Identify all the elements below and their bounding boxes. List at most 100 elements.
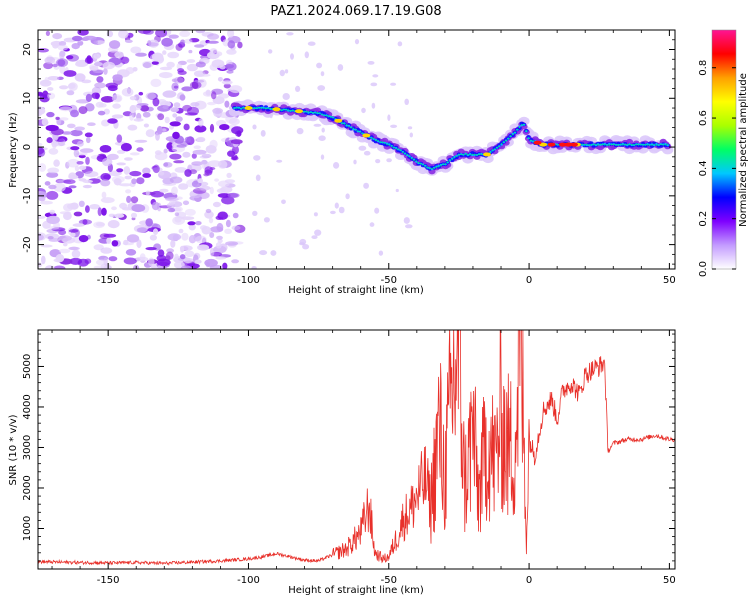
noise-blob: [116, 149, 126, 154]
ridge-blob: [325, 115, 328, 117]
noise-blob: [70, 129, 83, 137]
noise-blob: [304, 51, 309, 59]
noise-blob: [120, 56, 130, 64]
ridge-blob: [450, 157, 454, 160]
ridge-blob: [469, 154, 471, 156]
ridge-blob: [451, 158, 453, 161]
ridge-blob: [511, 132, 515, 135]
ridge-blob: [606, 144, 608, 146]
noise-blob: [201, 226, 212, 235]
noise-blob: [38, 106, 46, 115]
noise-blob: [296, 127, 304, 135]
y-tick-label: 0: [22, 144, 33, 150]
noise-blob: [84, 56, 94, 64]
noise-blob: [38, 234, 44, 241]
ridge-blob: [348, 125, 350, 127]
noise-blob: [126, 234, 140, 243]
noise-blob: [41, 118, 49, 126]
noise-blob: [191, 153, 197, 159]
noise-blob: [395, 188, 399, 193]
ridge-blob: [655, 143, 658, 145]
ridge-blob: [350, 127, 352, 129]
noise-blob: [174, 212, 180, 217]
ridge-blob: [619, 143, 622, 145]
spectrogram-noise-blobs: [38, 30, 413, 269]
ridge-blob: [352, 128, 355, 131]
noise-blob: [367, 61, 375, 65]
noise-blob: [74, 165, 80, 172]
noise-blob: [38, 163, 47, 172]
noise-blob: [38, 196, 46, 202]
noise-blob: [189, 81, 202, 89]
noise-blob: [59, 106, 73, 112]
noise-blob: [76, 161, 84, 165]
noise-blob: [95, 101, 104, 108]
ridge-blob: [381, 141, 384, 143]
noise-blob: [78, 106, 88, 115]
ridge-blob: [289, 110, 292, 112]
x-tick-label: -100: [237, 275, 260, 286]
noise-blob: [67, 123, 76, 129]
snr-y-ticks: 1000 2000 3000 4000 5000: [22, 333, 675, 562]
x-tick-label: -100: [237, 575, 260, 586]
ridge-blob: [655, 144, 658, 146]
noise-blob: [107, 118, 118, 124]
ridge-blob: [491, 149, 494, 151]
ridge-blob: [341, 122, 343, 124]
noise-blob: [85, 93, 92, 102]
ridge-peak-max: [558, 142, 567, 147]
noise-blob: [225, 241, 239, 246]
noise-blob: [137, 30, 152, 34]
x-tick-label: -50: [381, 275, 397, 286]
noise-blob: [108, 256, 118, 262]
noise-blob: [225, 219, 231, 228]
noise-blob: [89, 204, 100, 210]
noise-blob: [95, 259, 108, 266]
ridge-blob: [359, 131, 361, 133]
noise-blob: [209, 232, 215, 238]
noise-blob: [118, 30, 129, 39]
ridge-blob: [402, 151, 404, 153]
noise-blob: [67, 158, 80, 168]
ridge-blob: [471, 153, 474, 155]
ridge-blob: [375, 139, 377, 142]
noise-blob: [150, 78, 162, 88]
noise-blob: [180, 265, 192, 269]
ridge-blob: [458, 153, 460, 155]
ridge-blob: [399, 149, 402, 151]
noise-blob: [72, 223, 85, 227]
ridge-blob: [388, 143, 391, 146]
noise-blob: [338, 206, 345, 214]
noise-blob: [372, 74, 379, 78]
noise-blob: [70, 109, 79, 118]
ridge-blob: [596, 143, 600, 146]
ridge-blob: [406, 154, 408, 156]
ridge-blob: [586, 143, 588, 145]
ridge-blob: [442, 163, 444, 165]
noise-blob: [188, 49, 193, 54]
noise-blob: [318, 135, 326, 141]
noise-blob: [130, 196, 139, 204]
noise-blob: [93, 244, 104, 251]
noise-blob: [75, 99, 90, 104]
noise-blob: [100, 197, 115, 204]
noise-blob: [311, 235, 318, 240]
ridge-blob: [303, 111, 305, 113]
noise-blob: [145, 247, 157, 251]
noise-blob: [78, 235, 89, 243]
noise-blob: [68, 174, 79, 180]
noise-blob: [107, 220, 120, 229]
ridge-blob: [397, 148, 399, 150]
ridge-blob: [592, 144, 595, 146]
ridge-blob: [507, 137, 509, 140]
snr-background: [38, 330, 675, 569]
ridge-blob: [518, 126, 521, 129]
x-tick-label: 50: [663, 275, 676, 286]
noise-blob: [145, 92, 157, 100]
ridge-peak: [244, 106, 253, 110]
colorbar-tick-label: 0.2: [698, 211, 709, 227]
ridge-blob: [608, 144, 610, 146]
noise-blob: [145, 190, 150, 196]
colorbar-label: Normalized spectral amplitude: [738, 73, 749, 227]
